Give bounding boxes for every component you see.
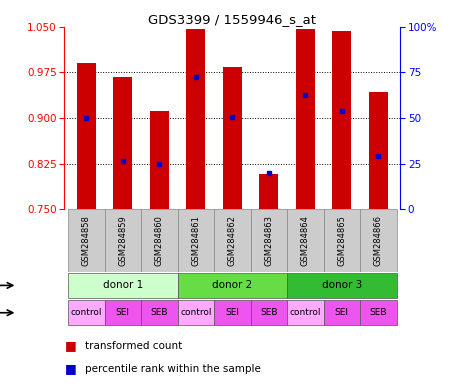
- Bar: [286, 300, 323, 325]
- Bar: [150, 111, 168, 209]
- Bar: [286, 273, 396, 298]
- Bar: [295, 29, 314, 209]
- Title: GDS3399 / 1559946_s_at: GDS3399 / 1559946_s_at: [148, 13, 316, 26]
- Bar: [177, 209, 213, 272]
- Text: donor 2: donor 2: [212, 280, 252, 290]
- Text: GSM284862: GSM284862: [227, 215, 236, 266]
- Bar: [250, 209, 286, 272]
- Text: SEI: SEI: [116, 308, 129, 317]
- Text: donor 3: donor 3: [321, 280, 361, 290]
- Text: ■: ■: [64, 362, 76, 375]
- Text: GSM284859: GSM284859: [118, 215, 127, 266]
- Text: GSM284858: GSM284858: [82, 215, 90, 266]
- Bar: [104, 300, 141, 325]
- Text: GSM284863: GSM284863: [264, 215, 273, 266]
- Bar: [77, 63, 95, 209]
- Bar: [331, 30, 351, 209]
- Bar: [177, 273, 286, 298]
- Text: percentile rank within the sample: percentile rank within the sample: [85, 364, 260, 374]
- Bar: [213, 300, 250, 325]
- Text: SEI: SEI: [225, 308, 239, 317]
- Text: GSM284861: GSM284861: [191, 215, 200, 266]
- Text: GSM284860: GSM284860: [155, 215, 163, 266]
- Bar: [323, 209, 359, 272]
- Bar: [323, 300, 359, 325]
- Bar: [177, 300, 213, 325]
- Text: control: control: [70, 308, 102, 317]
- Text: SEB: SEB: [259, 308, 277, 317]
- Text: GSM284864: GSM284864: [300, 215, 309, 266]
- Bar: [186, 29, 205, 209]
- Bar: [259, 174, 278, 209]
- Bar: [141, 209, 177, 272]
- Bar: [113, 77, 132, 209]
- Text: SEI: SEI: [334, 308, 348, 317]
- Bar: [368, 93, 387, 209]
- Bar: [141, 300, 177, 325]
- Text: ■: ■: [64, 339, 76, 352]
- Text: SEB: SEB: [369, 308, 386, 317]
- Text: GSM284865: GSM284865: [336, 215, 346, 266]
- Bar: [213, 209, 250, 272]
- Text: GSM284866: GSM284866: [373, 215, 382, 266]
- Text: SEB: SEB: [150, 308, 168, 317]
- Bar: [359, 300, 396, 325]
- Bar: [68, 300, 104, 325]
- Bar: [359, 209, 396, 272]
- Text: control: control: [289, 308, 320, 317]
- Bar: [104, 209, 141, 272]
- Bar: [68, 273, 177, 298]
- Bar: [250, 300, 286, 325]
- Text: donor 1: donor 1: [102, 280, 143, 290]
- Bar: [286, 209, 323, 272]
- Bar: [68, 209, 104, 272]
- Text: transformed count: transformed count: [85, 341, 182, 351]
- Bar: [222, 67, 241, 209]
- Text: control: control: [179, 308, 211, 317]
